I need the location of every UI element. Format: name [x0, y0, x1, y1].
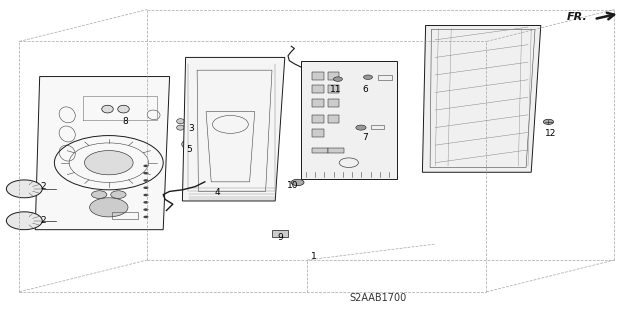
Text: 10: 10	[287, 181, 299, 190]
Circle shape	[6, 180, 42, 198]
Ellipse shape	[177, 119, 184, 124]
Circle shape	[143, 187, 148, 189]
Circle shape	[143, 172, 148, 174]
Ellipse shape	[177, 125, 184, 130]
Circle shape	[356, 125, 366, 130]
Polygon shape	[301, 61, 397, 179]
Circle shape	[143, 179, 148, 182]
Text: 6: 6	[362, 85, 367, 94]
Polygon shape	[272, 230, 288, 237]
Polygon shape	[422, 26, 541, 172]
Ellipse shape	[102, 105, 113, 113]
Circle shape	[143, 216, 148, 218]
Text: 9: 9	[278, 233, 283, 242]
Circle shape	[364, 75, 372, 79]
Ellipse shape	[118, 105, 129, 113]
Polygon shape	[312, 148, 328, 153]
Polygon shape	[182, 57, 285, 201]
Text: 1: 1	[311, 252, 316, 261]
Text: S2AAB1700: S2AAB1700	[349, 293, 406, 303]
Polygon shape	[328, 148, 344, 153]
Circle shape	[111, 191, 126, 198]
Circle shape	[291, 179, 304, 186]
Text: 11: 11	[330, 85, 342, 94]
Polygon shape	[35, 77, 170, 230]
Ellipse shape	[187, 119, 195, 124]
Text: FR.: FR.	[567, 12, 588, 22]
Circle shape	[84, 151, 133, 175]
Polygon shape	[312, 72, 324, 80]
Text: 3: 3	[188, 124, 193, 133]
Polygon shape	[312, 115, 324, 123]
Circle shape	[6, 212, 42, 230]
Circle shape	[143, 208, 148, 211]
Circle shape	[543, 119, 554, 124]
Text: 2: 2	[41, 182, 46, 191]
Polygon shape	[312, 99, 324, 107]
Text: 12: 12	[545, 130, 556, 138]
Text: 5: 5	[186, 145, 191, 154]
Circle shape	[90, 198, 128, 217]
Ellipse shape	[182, 140, 196, 149]
Polygon shape	[328, 115, 339, 123]
Polygon shape	[312, 85, 324, 93]
Polygon shape	[328, 99, 339, 107]
Text: 7: 7	[362, 133, 367, 142]
Circle shape	[92, 191, 107, 198]
Circle shape	[143, 194, 148, 196]
Polygon shape	[328, 85, 339, 93]
Polygon shape	[312, 129, 324, 137]
Ellipse shape	[187, 125, 195, 130]
Circle shape	[143, 165, 148, 167]
Circle shape	[333, 77, 342, 81]
Polygon shape	[328, 72, 339, 80]
Circle shape	[143, 201, 148, 204]
Text: 4: 4	[215, 188, 220, 197]
Text: 8: 8	[122, 117, 127, 126]
Text: 2: 2	[41, 216, 46, 225]
